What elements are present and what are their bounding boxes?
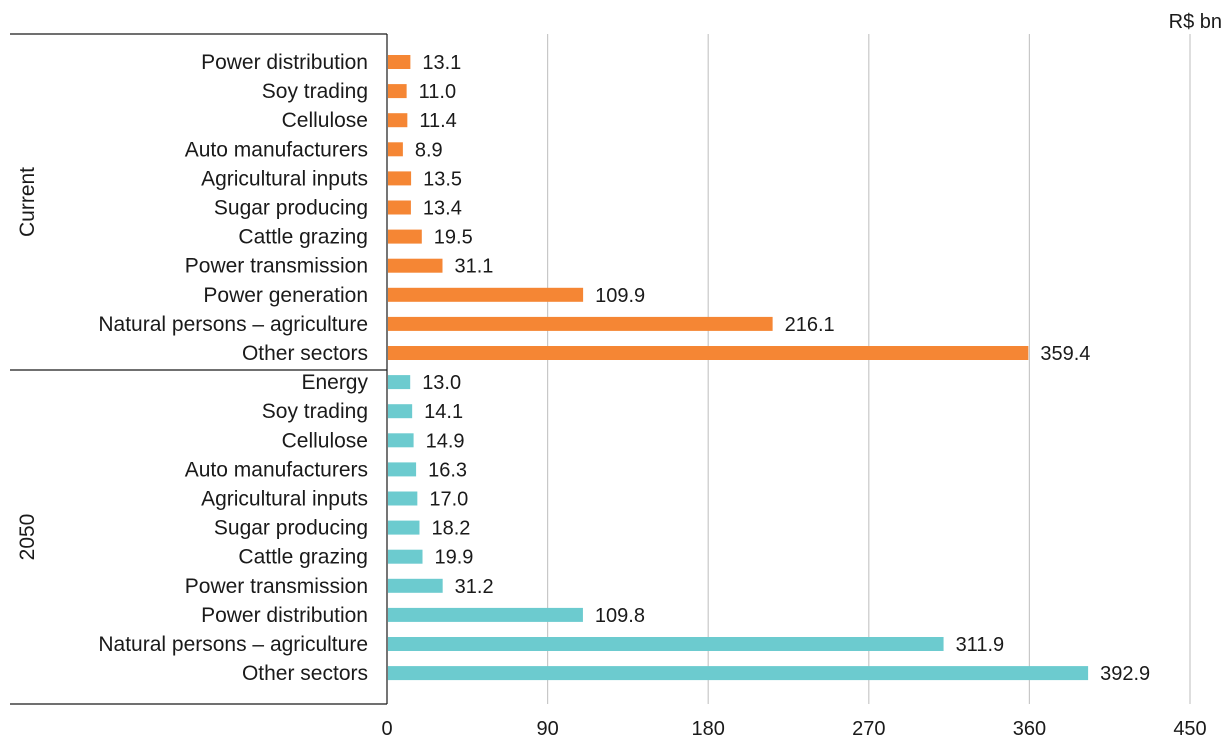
value-label: 109.9 [595, 285, 645, 307]
gridlines [546, 34, 1191, 704]
x-tick-label: 450 [1173, 718, 1206, 740]
category-label: Cattle grazing [238, 546, 368, 569]
bar [388, 171, 412, 186]
value-label: 109.8 [595, 605, 645, 627]
bar [388, 666, 1089, 681]
bar [388, 287, 584, 302]
x-tick-label: 90 [536, 718, 558, 740]
x-tick-label: 270 [852, 718, 885, 740]
bar [388, 433, 414, 448]
category-label: Soy trading [262, 80, 368, 103]
value-label: 31.2 [455, 576, 494, 598]
value-label: 13.5 [423, 168, 462, 190]
bar [388, 607, 583, 622]
bar [388, 462, 417, 477]
value-label: 17.0 [429, 489, 468, 511]
value-label: 311.9 [956, 634, 1005, 656]
category-label: Cattle grazing [238, 226, 368, 249]
value-label: 8.9 [415, 139, 443, 161]
value-label: 14.1 [424, 401, 463, 423]
value-label: 18.2 [431, 518, 470, 540]
x-tick-label: 0 [381, 718, 392, 740]
category-label: Power distribution [201, 51, 368, 74]
value-label: 11.4 [419, 110, 456, 132]
bar [388, 84, 407, 99]
value-label: 13.1 [422, 52, 461, 74]
category-label: Auto manufacturers [185, 458, 368, 481]
value-label: 11.0 [419, 81, 456, 103]
value-label: 13.0 [422, 372, 461, 394]
value-label: 13.4 [423, 198, 462, 220]
bar [388, 346, 1029, 360]
category-label: Natural persons – agriculture [98, 633, 368, 656]
bar [388, 258, 443, 273]
value-label: 14.9 [426, 430, 465, 452]
x-tick-label: 360 [1013, 718, 1046, 740]
group-label: 2050 [16, 514, 39, 561]
group-label: Current [16, 167, 39, 237]
category-label: Cellulose [282, 109, 368, 132]
bar [388, 375, 411, 390]
category-label: Agricultural inputs [201, 167, 368, 190]
category-label: Auto manufacturers [185, 138, 368, 161]
bar [388, 142, 403, 157]
category-label: Power generation [203, 284, 368, 307]
value-label: 216.1 [785, 314, 835, 336]
bar [388, 55, 411, 69]
category-label: Agricultural inputs [201, 488, 368, 511]
bar [388, 637, 944, 651]
bar [388, 113, 408, 128]
value-label: 392.9 [1100, 663, 1150, 685]
category-label: Other sectors [242, 662, 368, 685]
labels: 0 90 180 270 360 450 Power distribution 13.1 Soy… [16, 51, 1207, 740]
value-label: 19.9 [435, 547, 474, 569]
category-label: Other sectors [242, 342, 368, 365]
category-label: Power transmission [185, 575, 368, 598]
bar [388, 549, 423, 564]
bar [388, 404, 413, 419]
bar [388, 578, 443, 593]
value-label: 31.1 [454, 256, 493, 278]
category-label: Cellulose [282, 429, 368, 452]
bar [388, 229, 422, 244]
value-label: 16.3 [428, 459, 467, 481]
value-label: 19.5 [434, 227, 473, 249]
category-label: Soy trading [262, 400, 368, 423]
bar [388, 520, 420, 535]
value-label: 359.4 [1040, 343, 1090, 365]
bar [388, 316, 773, 331]
x-tick-label: 180 [692, 718, 725, 740]
bars [388, 55, 1089, 681]
category-label: Energy [301, 371, 368, 394]
category-label: Power distribution [201, 604, 368, 627]
category-label: Sugar producing [214, 517, 368, 540]
category-label: Sugar producing [214, 197, 368, 220]
unit-label: R$ bn [1169, 11, 1222, 33]
group-frame [10, 33, 388, 705]
bar [388, 491, 418, 506]
category-label: Natural persons – agriculture [98, 313, 368, 336]
category-label: Power transmission [185, 255, 368, 278]
bar [388, 200, 411, 215]
